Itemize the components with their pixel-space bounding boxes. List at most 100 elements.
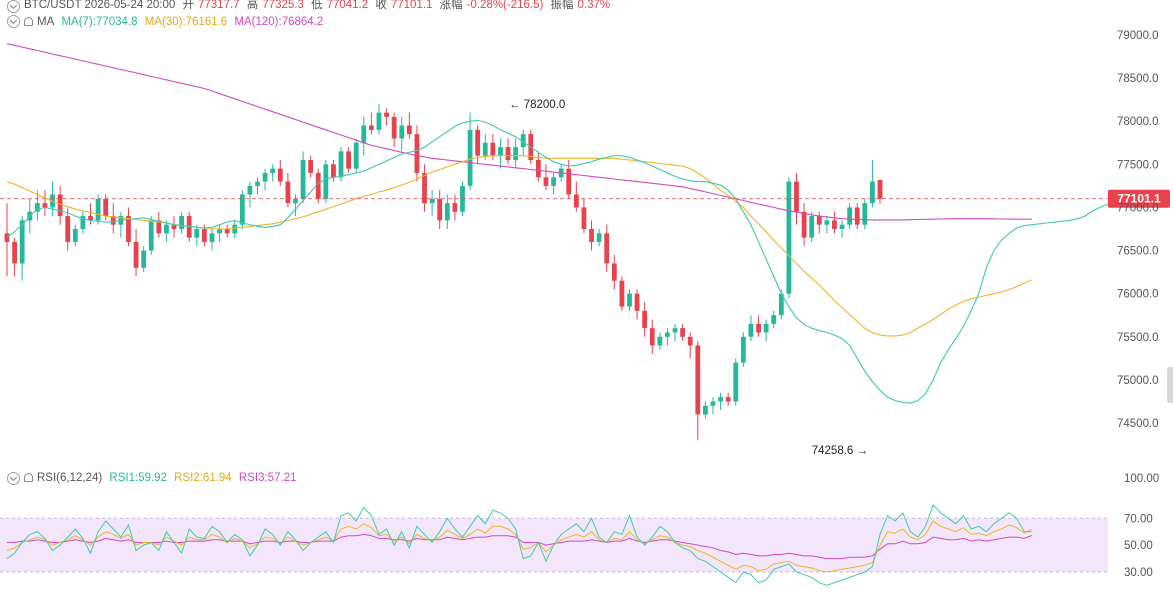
last-price-tag <box>1108 189 1170 208</box>
candle-body <box>634 293 640 311</box>
candle-body <box>543 177 549 186</box>
rsi-legend: RSI(6,12,24) RSI1:59.92 RSI2:61.94 RSI3:… <box>24 471 300 485</box>
candle-body <box>103 198 109 217</box>
candle-body <box>19 220 25 264</box>
candle-body <box>566 168 572 195</box>
candle-body <box>42 203 48 208</box>
candle-body <box>581 207 587 229</box>
candle-body <box>361 125 367 143</box>
rsi-label[interactable]: RSI(6,12,24) <box>37 472 103 484</box>
candle-body <box>285 181 291 204</box>
candle-body <box>535 160 541 178</box>
candle-body <box>164 224 169 234</box>
candle-body <box>756 323 761 333</box>
candle-body <box>801 211 807 238</box>
y-tick-label: 75500.0 <box>1117 332 1159 344</box>
candle-body <box>649 328 655 346</box>
candle-body <box>627 293 632 307</box>
close-value: 77101.1 <box>390 0 433 11</box>
candle-body <box>809 216 815 238</box>
change-label: 涨幅 <box>439 0 463 11</box>
candle-body <box>95 198 101 221</box>
candle-body <box>315 172 321 199</box>
rsi-tick-label: 100.00 <box>1124 473 1159 485</box>
candle-body <box>429 198 435 204</box>
rsi-tick-label: 30.00 <box>1124 567 1153 579</box>
rsi-collapse-icon[interactable] <box>7 472 20 485</box>
candle-body <box>232 224 238 234</box>
last-price-label: 77101.1 <box>1117 192 1161 206</box>
collapse-toggle-icon[interactable] <box>7 0 20 13</box>
candle-body <box>217 229 222 234</box>
ma-legend: MA MA(7):77034.8 MA(30):76161.6 MA(120):… <box>24 15 327 29</box>
candle-body <box>718 397 723 402</box>
candle-body <box>847 207 853 225</box>
candle-body <box>72 229 78 242</box>
candle-body <box>224 229 230 234</box>
high-label: 高 <box>246 0 259 11</box>
candle-body <box>399 125 405 139</box>
candle-body <box>422 172 427 204</box>
candle-body <box>824 220 830 225</box>
candle-body <box>642 310 648 329</box>
y-tick-label: 76000.0 <box>1117 289 1159 301</box>
candle-body <box>870 181 875 204</box>
ma7-line <box>6 119 1108 404</box>
candle-body <box>12 241 17 264</box>
y-tick-label: 74500.0 <box>1117 418 1159 430</box>
candle-body <box>444 203 450 221</box>
candle-body <box>293 198 298 204</box>
candle-body <box>589 229 594 242</box>
candle-body <box>854 207 860 225</box>
candle-body <box>740 336 746 363</box>
candle-body <box>710 401 716 406</box>
candle-body <box>262 172 268 182</box>
candle-body <box>255 181 260 186</box>
candle-body <box>596 233 602 242</box>
candle-body <box>331 164 336 178</box>
open-value: 77317.7 <box>198 0 240 11</box>
y-tick-label: 75000.0 <box>1117 375 1159 387</box>
candle-body <box>437 198 443 221</box>
candle-body <box>376 112 382 130</box>
ma30-legend: MA(30):76161.6 <box>144 16 228 28</box>
candle-body <box>368 125 374 130</box>
rsi-tick-label: 50.00 <box>1124 540 1153 552</box>
candle-body <box>763 323 769 333</box>
change-value: -0.28%(-216.5) <box>466 0 544 11</box>
ma-label[interactable]: MA <box>37 16 55 28</box>
candle-body <box>611 263 617 281</box>
scroll-handle[interactable] <box>1167 367 1173 403</box>
candle-body <box>194 229 200 238</box>
candle-body <box>573 194 579 208</box>
candle-body <box>695 345 701 415</box>
symbol-datetime: BTC/USDT 2026-05-24 20:00 <box>24 0 176 11</box>
low-value: 77041.2 <box>326 0 369 11</box>
candle-body <box>239 194 245 225</box>
candle-body <box>505 147 511 161</box>
candle-body <box>148 220 154 251</box>
ma120-line <box>6 43 1032 221</box>
candle-body <box>384 112 389 117</box>
candle-body <box>482 142 488 156</box>
candle-body <box>551 177 556 186</box>
candle-body <box>141 250 147 268</box>
candle-body <box>323 164 329 199</box>
rsi3-legend: RSI3:57.21 <box>238 472 297 484</box>
y-tick-label: 78500.0 <box>1117 73 1159 85</box>
candle-body <box>832 220 837 229</box>
bell-icon[interactable] <box>24 473 33 482</box>
candle-body <box>703 405 708 415</box>
low-label: 低 <box>311 0 323 11</box>
candle-body <box>786 181 792 294</box>
candle-body <box>179 216 184 229</box>
ohlc-header: BTC/USDT 2026-05-24 20:00 开 77317.7 高 7732… <box>24 0 614 12</box>
candle-body <box>353 142 359 169</box>
bell-icon[interactable] <box>24 17 33 26</box>
candle-body <box>672 328 678 333</box>
y-tick-label: 77500.0 <box>1117 159 1159 171</box>
open-label: 开 <box>182 0 195 11</box>
ma-collapse-icon[interactable] <box>7 15 20 28</box>
candle-body <box>277 168 283 182</box>
